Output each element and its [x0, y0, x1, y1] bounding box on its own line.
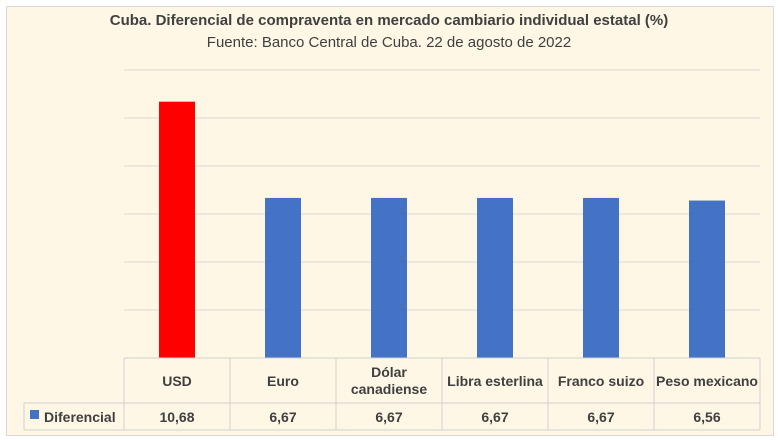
- bar: [689, 200, 725, 358]
- data-label: 6,67: [587, 409, 614, 425]
- bar: [583, 197, 619, 358]
- data-label: 6,67: [481, 409, 508, 425]
- category-label: Euro: [267, 373, 299, 389]
- chart-subtitle: Fuente: Banco Central de Cuba. 22 de ago…: [206, 34, 572, 51]
- category-label: Dólar: [371, 364, 407, 380]
- category-label: USD: [162, 373, 192, 389]
- bar: [477, 197, 513, 358]
- legend-swatch: [30, 410, 39, 419]
- legend-label: Diferencial: [44, 409, 116, 425]
- category-label: canadiense: [351, 381, 427, 397]
- bar: [265, 197, 301, 358]
- chart-title: Cuba. Diferencial de compraventa en merc…: [109, 12, 669, 29]
- bar: [159, 101, 195, 359]
- category-label: Libra esterlina: [447, 373, 543, 389]
- data-label: 10,68: [159, 409, 194, 425]
- data-label: 6,67: [375, 409, 402, 425]
- category-label: Franco suizo: [558, 373, 644, 389]
- data-label: 6,56: [693, 409, 720, 425]
- category-label: Peso mexicano: [656, 373, 758, 389]
- bar: [371, 197, 407, 358]
- data-label: 6,67: [269, 409, 296, 425]
